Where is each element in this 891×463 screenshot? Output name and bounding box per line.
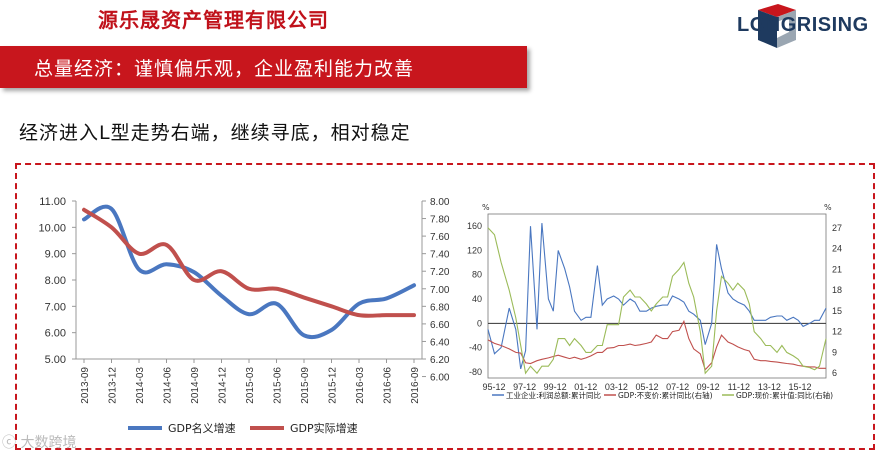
chart1-left-tick-label: 6.00 — [45, 328, 66, 340]
chart1-right-tick-label: 6.60 — [430, 320, 450, 331]
chart1-x-tick-label: 2013-12 — [108, 367, 119, 404]
company-name: 源乐晟资产管理有限公司 — [98, 8, 329, 32]
chart1-right-tick-label: 7.00 — [430, 285, 450, 296]
chart1-left-tick-label: 11.00 — [39, 196, 66, 208]
chart1-left-tick-label: 8.00 — [45, 275, 66, 287]
chart1-x-tick-label: 2014-06 — [163, 367, 174, 404]
chart2-right-unit: % — [824, 203, 832, 212]
chart2-legend-label: GDP:现价:累计值:同比(右轴) — [736, 390, 833, 400]
chart2-left-tick-label: 160 — [467, 221, 482, 231]
chart2-left-tick-label: 0 — [477, 318, 482, 328]
chart2-right-tick-label: 24 — [832, 244, 842, 254]
chart2-x-tick-label: 99-12 — [544, 382, 567, 392]
chart1-x-tick-label: 2013-09 — [80, 367, 91, 404]
chart2-right-tick-label: 12 — [832, 327, 842, 337]
chart2-left-tick-label: -80 — [469, 367, 482, 377]
chart1-x-tick-label: 2014-03 — [135, 367, 146, 404]
chart2-x-tick-label: 09-12 — [697, 382, 720, 392]
watermark: ⓒ 大数跨境 — [2, 432, 76, 452]
chart1-right-tick-label: 7.60 — [430, 232, 450, 243]
chart1-left-tick-label: 10.00 — [38, 222, 66, 234]
chart2-plot-border — [487, 213, 827, 379]
chart1-right-tick-label: 6.20 — [430, 355, 450, 366]
chart1-x-tick-label: 2015-09 — [300, 367, 311, 404]
chart2-x-tick-label: 05-12 — [635, 382, 658, 392]
chart2-left-tick-label: -40 — [469, 343, 482, 353]
chart1-legend-label: GDP实际增速 — [290, 421, 358, 435]
chart2-x-tick-label: 97-12 — [513, 382, 536, 392]
chart1-x-tick-label: 2015-06 — [273, 367, 284, 404]
chart2-series-profit-line — [487, 223, 827, 370]
chart2-series-nominal-gdp-line — [487, 227, 827, 375]
chart2-x-tick-label: 11-12 — [728, 382, 750, 392]
chart2-legend-label: GDP:不变价:累计同比(右轴) — [618, 390, 713, 400]
chart1-right-tick-label: 6.40 — [430, 337, 450, 348]
chart2-right-tick-label: 18 — [832, 285, 842, 295]
chart1-right-tick-label: 7.80 — [430, 215, 450, 226]
chart1-x-tick-label: 2016-09 — [410, 367, 421, 404]
watermark-text: 大数跨境 — [20, 435, 77, 451]
section-banner: 总量经济：谨慎偏乐观，企业盈利能力改善 — [0, 46, 527, 88]
chart1-right-tick-label: 7.40 — [430, 250, 450, 261]
chart1-x-tick-label: 2016-06 — [383, 367, 394, 404]
chart1-left-tick-label: 9.00 — [45, 249, 66, 261]
chart1-x-tick-label: 2015-12 — [328, 367, 339, 404]
chart2-left-unit: % — [482, 203, 490, 212]
chart1-x-tick-label: 2015-03 — [245, 367, 256, 404]
chart2-x-tick-label: 07-12 — [666, 382, 689, 392]
brand-name: LONGRISING — [737, 14, 869, 36]
chart1-x-tick-label: 2014-12 — [218, 367, 229, 404]
chart2-right-tick-label: 15 — [832, 306, 842, 316]
chart2-x-tick-label: 13-12 — [758, 382, 781, 392]
chart1-right-tick-label: 6.00 — [430, 373, 450, 384]
chart2-x-tick-label: 03-12 — [605, 382, 628, 392]
chart2-right-tick-label: 6 — [832, 368, 837, 378]
banner-title: 总量经济：谨慎偏乐观，企业盈利能力改善 — [34, 58, 415, 80]
chart2-right-tick-label: 27 — [832, 223, 842, 233]
chart2-x-tick-label: 01-12 — [574, 382, 597, 392]
chart2-legend-label: 工业企业:利润总额:累计同比 — [506, 390, 602, 400]
brand-logo-icon — [758, 4, 796, 48]
chart2-x-tick-label: 95-12 — [482, 382, 505, 392]
chart-frame — [15, 163, 875, 450]
chart1-right-tick-label: 7.20 — [430, 267, 450, 278]
chart1-right-tick-label: 8.00 — [430, 197, 450, 208]
chart2-left-tick-label: 40 — [472, 294, 482, 304]
chart1-x-tick-label: 2014-09 — [190, 367, 201, 404]
chart1-x-tick-label: 2016-03 — [355, 367, 366, 404]
slide-subtitle: 经济进入L型走势右端，继续寻底，相对稳定 — [19, 122, 411, 144]
chart2-right-tick-label: 21 — [832, 264, 842, 274]
chart2-left-tick-label: 120 — [467, 245, 482, 255]
chart2-x-tick-label: 15-12 — [788, 382, 811, 392]
chart2-series-real-gdp-line — [487, 319, 826, 371]
watermark-logo-icon: ⓒ — [2, 435, 21, 451]
chart1-legend-label: GDP名义增速 — [168, 421, 236, 435]
chart1-left-tick-label: 5.00 — [45, 354, 66, 366]
chart2-right-tick-label: 9 — [832, 347, 837, 357]
chart1-left-tick-label: 7.00 — [45, 301, 66, 313]
chart1-right-tick-label: 6.80 — [430, 302, 450, 313]
chart2-left-tick-label: 80 — [472, 270, 482, 280]
